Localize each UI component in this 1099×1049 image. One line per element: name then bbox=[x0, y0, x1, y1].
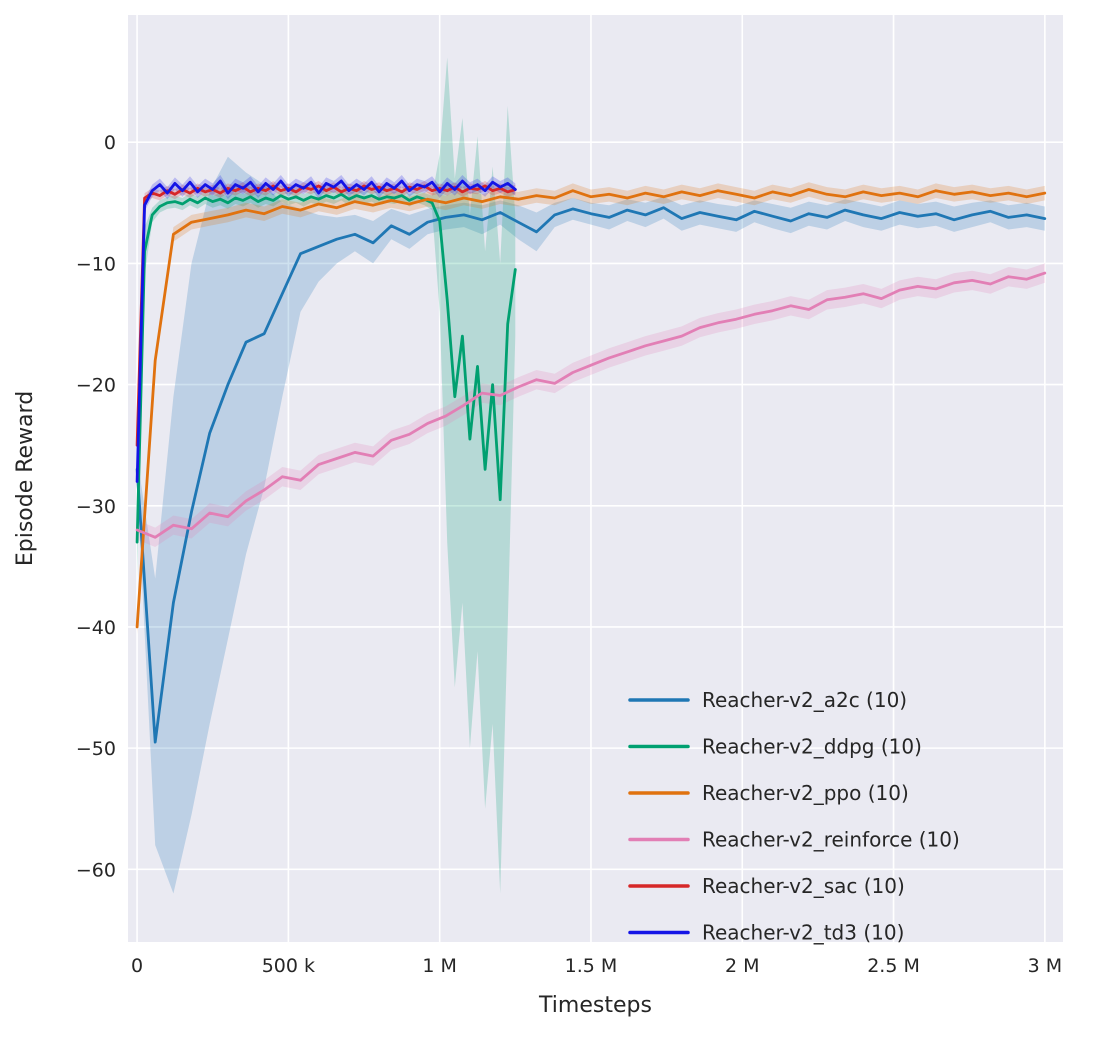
y-tick-label: −20 bbox=[76, 375, 116, 397]
y-tick-label: −10 bbox=[76, 253, 116, 275]
y-tick-label: 0 bbox=[104, 132, 116, 154]
x-tick-label: 3 M bbox=[1028, 955, 1063, 977]
y-tick-label: −40 bbox=[76, 617, 116, 639]
x-tick-label: 2 M bbox=[725, 955, 760, 977]
series-line-td3 bbox=[135, 179, 517, 483]
series-line-a2c bbox=[135, 206, 1047, 744]
x-tick-label: 500 k bbox=[262, 955, 315, 977]
series-band-reinforce bbox=[137, 263, 1045, 547]
legend-label-td3: Reacher-v2_td3 (10) bbox=[702, 921, 904, 945]
x-tick-label: 0 bbox=[131, 955, 143, 977]
y-tick-label: −50 bbox=[76, 738, 116, 760]
series-band-a2c bbox=[137, 156, 1045, 894]
series-band-ddpg bbox=[137, 57, 516, 894]
y-axis-label: Episode Reward bbox=[13, 391, 38, 566]
legend-label-ddpg: Reacher-v2_ddpg (10) bbox=[702, 735, 922, 759]
legend-label-reinforce: Reacher-v2_reinforce (10) bbox=[702, 828, 960, 852]
legend-label-sac: Reacher-v2_sac (10) bbox=[702, 874, 905, 898]
y-tick-label: −30 bbox=[76, 496, 116, 518]
plot-area bbox=[128, 15, 1063, 942]
legend-label-ppo: Reacher-v2_ppo (10) bbox=[702, 781, 909, 805]
series-line-ddpg bbox=[135, 192, 517, 544]
series-line-ppo bbox=[135, 188, 1047, 629]
x-tick-label: 1.5 M bbox=[565, 955, 618, 977]
x-tick-label: 2.5 M bbox=[867, 955, 920, 977]
y-tick-label: −60 bbox=[76, 859, 116, 881]
x-tick-label: 1 M bbox=[422, 955, 457, 977]
legend-label-a2c: Reacher-v2_a2c (10) bbox=[702, 688, 907, 712]
x-axis-label: Timesteps bbox=[538, 993, 652, 1018]
series-line-reinforce bbox=[135, 271, 1047, 539]
